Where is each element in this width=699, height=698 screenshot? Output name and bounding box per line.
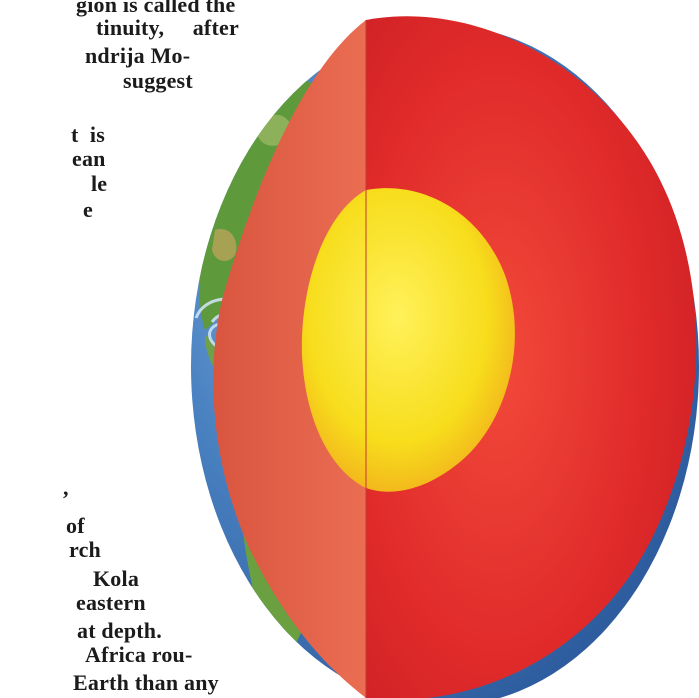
article-line: Earth than any (73, 670, 219, 695)
article-line: at depth. (77, 618, 162, 643)
core-layer (301, 188, 515, 492)
article-line: le (91, 171, 108, 196)
article-line: ndrija Mo- (85, 43, 191, 68)
article-line: ean (72, 146, 106, 171)
article-line: gion is called the (76, 0, 236, 17)
article-line: t is (71, 122, 105, 147)
crust-layer (213, 20, 366, 698)
article-line: suggest (123, 68, 193, 93)
article-line: Africa rou- (85, 642, 193, 667)
article-line: eastern (76, 590, 146, 615)
article-line: tinuity, after (96, 15, 239, 40)
article-line: , (63, 475, 69, 500)
article-line: of (66, 513, 85, 538)
mantle-layer (366, 16, 697, 698)
article-line: e (83, 197, 93, 222)
article-line: Kola (93, 566, 140, 591)
article-line: rch (69, 537, 101, 562)
